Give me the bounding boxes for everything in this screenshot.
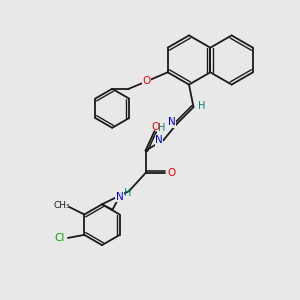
Text: O: O	[167, 168, 176, 178]
Text: N: N	[168, 117, 176, 127]
Text: CH₃: CH₃	[53, 201, 70, 210]
Text: N: N	[116, 191, 123, 202]
Text: Cl: Cl	[54, 233, 64, 243]
Text: H: H	[124, 188, 131, 198]
Text: O: O	[142, 76, 151, 86]
Text: N: N	[155, 135, 163, 145]
Text: H: H	[198, 100, 206, 111]
Text: H: H	[158, 123, 165, 133]
Text: O: O	[152, 122, 160, 133]
